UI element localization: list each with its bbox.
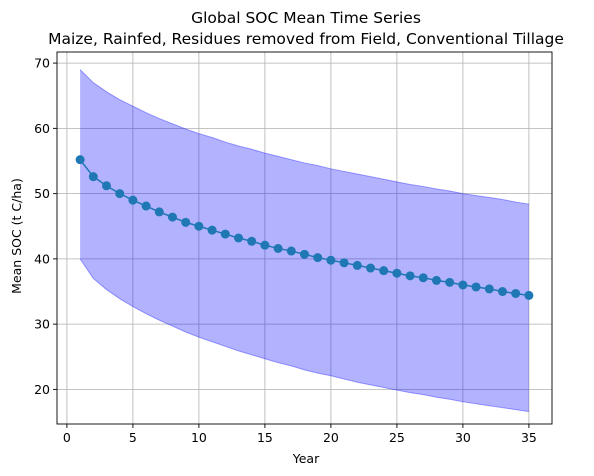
data-point [352,260,362,270]
data-point [458,280,468,290]
x-tick-label: 5 [129,430,137,445]
y-tick-label: 40 [34,251,50,266]
y-tick-label: 20 [34,382,50,397]
y-tick-label: 50 [34,186,50,201]
data-point [154,207,164,217]
data-point [392,268,402,278]
data-point [418,273,428,283]
mean-soc-points [75,155,534,300]
x-tick-label: 0 [63,430,71,445]
data-point [207,225,217,235]
data-point [141,201,151,211]
data-point [194,221,204,231]
data-point [75,155,85,165]
band-upper-edge [79,69,529,205]
data-point [168,212,177,222]
chart-title: Global SOC Mean Time Series [191,9,421,27]
data-point [247,236,257,246]
data-point [379,266,389,276]
data-point [220,229,230,239]
uncertainty-band [80,69,529,412]
chart-subtitle: Maize, Rainfed, Residues removed from Fi… [48,30,564,48]
data-point [102,181,111,191]
data-point [366,263,375,273]
y-tick-label: 70 [34,56,50,71]
x-axis-label: Year [292,451,320,466]
data-point [498,287,507,297]
x-tick-label: 20 [323,430,339,445]
x-tick-label: 15 [257,430,273,445]
y-tick-label: 60 [34,121,50,136]
band-lower-edge [79,258,529,413]
data-point [484,284,494,294]
data-point [405,271,415,281]
data-point [313,253,323,263]
data-point [260,240,270,250]
x-axis-ticks: 0 5 10 15 20 25 30 35 [63,424,537,445]
data-point [234,233,243,243]
x-tick-label: 10 [191,430,207,445]
data-point [181,217,191,227]
data-point [524,290,534,300]
y-axis-ticks: 20 30 40 50 60 70 [34,56,57,397]
data-point [445,277,455,287]
y-tick-label: 30 [34,317,50,332]
data-point [339,258,349,268]
band-edges [79,69,529,413]
data-point [273,243,283,253]
data-point [88,172,98,182]
data-point [115,189,125,199]
x-tick-label: 30 [455,430,471,445]
y-axis-label: Mean SOC (t C/ha) [9,178,24,294]
data-point [286,246,296,256]
grid [57,52,552,424]
data-point [300,249,309,259]
plot-frame [56,51,553,425]
data-point [511,288,521,298]
x-tick-label: 35 [521,430,537,445]
data-point [128,195,138,205]
data-point [326,255,336,265]
data-point [471,282,481,292]
x-tick-label: 25 [389,430,405,445]
data-point [432,275,441,285]
